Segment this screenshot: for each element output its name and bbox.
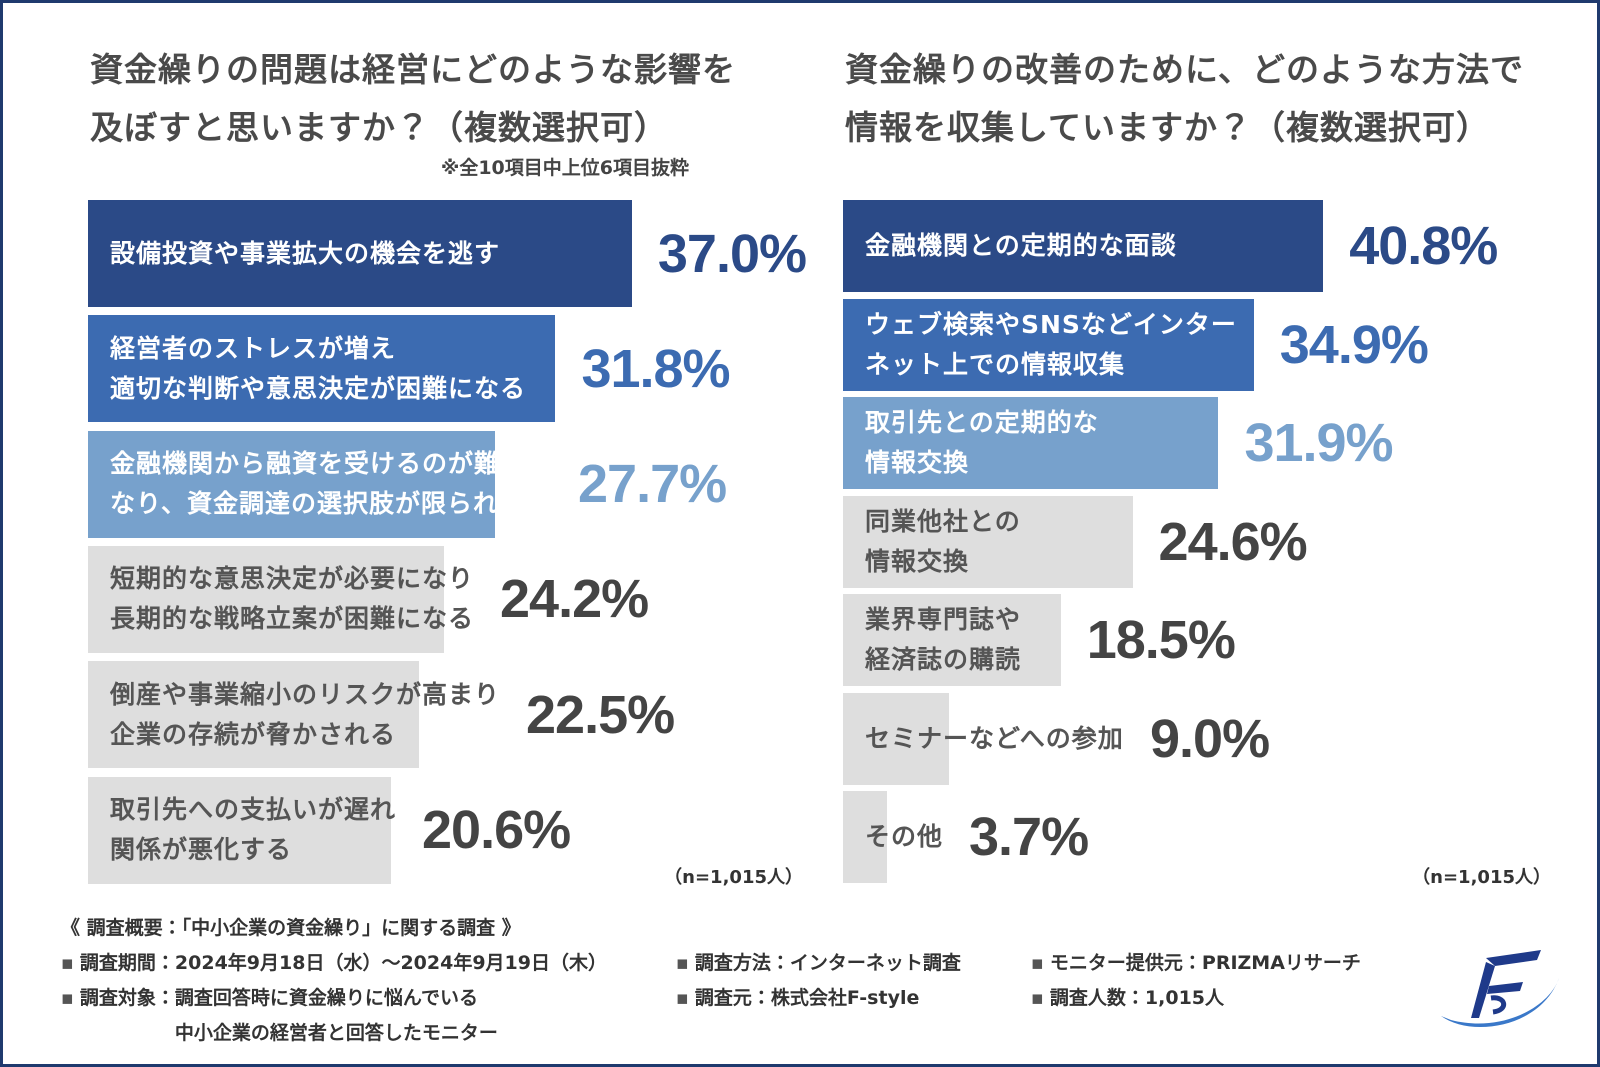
value-label: 9.0% [1150,708,1270,769]
bar [88,545,444,653]
bar-label: 設備投資や事業拡大の機会を逃す [110,238,501,268]
bar [843,692,949,785]
chart-title: 資金繰りの改善のために、どのような方法で 情報を収集していますか？（複数選択可） [845,50,1525,147]
value-label: 24.2% [500,569,649,630]
footer-heading: 《 調査概要：「中小企業の資金繰り」に関する調査 》 [61,917,521,939]
bar-label: セミナーなどへの参加 [865,723,1124,753]
value-label: 37.0% [657,223,807,284]
bar-label: 業界専門誌や 経済誌の購読 [865,605,1022,674]
bar [88,200,632,307]
bar-label: 取引先との定期的な 情報交換 [865,408,1099,477]
bar [843,397,1219,489]
value-label: 3.7% [969,807,1089,867]
bar [88,315,556,423]
bar-label: その他 [865,822,944,851]
bar-label: 金融機関との定期的な面談 [865,231,1177,260]
footer-item-value: 2024年9月18日（水）～2024年9月19日（木） [174,952,607,974]
footer-item: 調査期間：2024年9月18日（水）～2024年9月19日（木） [61,946,607,981]
footer-item: 調査人数：1,015人 [1031,981,1224,1016]
value-label: 27.7% [578,454,727,515]
value-label: 20.6% [422,800,571,860]
footer-item-value: インターネット調査 [789,952,961,974]
bar [843,200,1324,292]
logo [1441,950,1559,1028]
footer-item: 調査元：株式会社F-style [676,981,919,1016]
footer-item-label: 調査人数： [1049,987,1145,1009]
value-label: 34.9% [1279,314,1429,375]
bar-label: 経営者のストレスが増え 適切な判断や意思決定が困難になる [110,333,527,403]
footer-item-label: 調査対象： [79,987,175,1009]
chart-note: ※全10項目中上位6項目抜粋 [440,157,689,179]
chart-title: 資金繰りの問題は経営にどのような影響を 及ぼすと思いますか？（複数選択可） [90,50,736,147]
bar [843,594,1061,686]
bar-label: ウェブ検索やSNSなどインター ネット上での情報収集 [865,309,1237,379]
footer-item-value: 1,015人 [1144,987,1225,1009]
footer-item-value: 株式会社F-style [770,987,920,1009]
bar-label: 同業他社との 情報交換 [865,506,1021,576]
value-label: 24.6% [1158,511,1308,572]
footer-item-label: 調査元： [694,987,771,1009]
footer-item-label: 調査方法： [694,952,790,974]
bar [843,495,1133,588]
footer-item: モニター提供元：PRIZMAリサーチ [1031,946,1361,981]
value-label: 31.8% [581,338,730,399]
sample-size: （n=1,015人） [1412,867,1551,888]
bar-label: 倒産や事業縮小のリスクが高まり 企業の存続が脅かされる [110,679,501,749]
footer-item-value: PRIZMAリサーチ [1201,952,1361,974]
bar-label: 金融機関から融資を受けるのが難しく なり、資金調達の選択肢が限られる [110,449,553,519]
bar [88,661,419,769]
bar-label: 取引先への支払いが遅れ 関係が悪化する [110,795,397,864]
bar-label: 短期的な意思決定が必要になり 長期的な戦略立案が困難になる [110,564,475,634]
bar [88,430,496,538]
value-label: 40.8% [1349,216,1498,276]
footer-item-label: 調査期間： [79,952,175,974]
footer-item: 調査方法：インターネット調査 [676,946,961,981]
value-label: 18.5% [1086,610,1236,670]
sample-size: （n=1,015人） [664,867,803,888]
footer-item-label: モニター提供元： [1049,952,1202,974]
value-label: 22.5% [526,684,675,745]
value-label: 31.9% [1244,413,1393,473]
footer-item: 調査対象：調査回答時に資金繰りに悩んでいる 中小企業の経営者と回答したモニター [61,981,498,1051]
bar [88,776,391,884]
bar [843,298,1254,391]
footer-item-value: 調査回答時に資金繰りに悩んでいる 中小企業の経営者と回答したモニター [174,987,498,1044]
bar [843,791,887,883]
